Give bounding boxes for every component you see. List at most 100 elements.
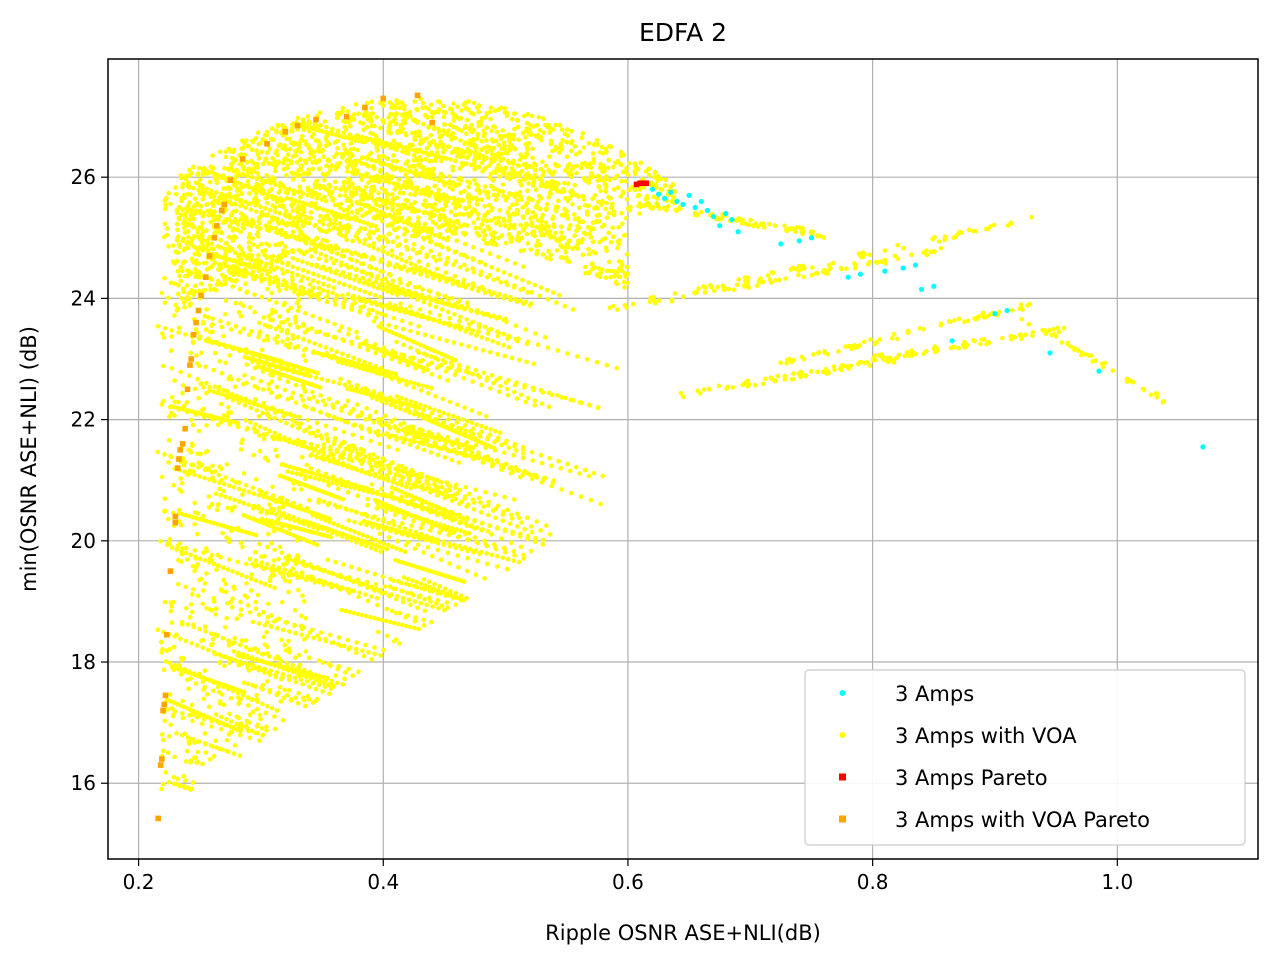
legend-label: 3 Amps [895, 682, 974, 706]
series-point-0 [680, 201, 686, 208]
series-point-3 [161, 701, 168, 708]
y-tick-label: 26 [71, 165, 96, 189]
legend-marker [839, 732, 846, 738]
chart-title: EDFA 2 [639, 18, 727, 47]
series-point-3 [176, 456, 182, 462]
y-tick-label: 18 [71, 650, 96, 674]
series-point-3 [160, 707, 166, 714]
series-point-0 [1096, 368, 1102, 374]
series-point-0 [918, 286, 925, 292]
series-point-3 [343, 113, 350, 120]
series-point-0 [992, 310, 998, 317]
legend-label: 3 Amps with VOA Pareto [895, 808, 1150, 832]
series-point-3 [214, 222, 220, 229]
series-point-0 [949, 338, 955, 344]
legend-marker [839, 690, 846, 696]
series-point-0 [729, 217, 735, 223]
y-tick-label: 22 [71, 408, 96, 432]
series-point-0 [698, 198, 704, 205]
y-tick-label: 20 [71, 529, 96, 553]
legend-marker [839, 773, 846, 781]
series-point-3 [239, 156, 246, 162]
series-point-3 [218, 207, 225, 214]
series-point-0 [808, 235, 815, 241]
series-point-3 [172, 519, 179, 526]
legend-label: 3 Amps with VOA [895, 724, 1077, 748]
series-point-3 [155, 815, 161, 822]
series-point-3 [159, 756, 165, 762]
axis-ticks: 0.2 0.4 0.6 0.8 1.0 16 18 20 22 24 26 [71, 165, 1134, 894]
voa-scatter-cloud-points [155, 96, 1167, 792]
series-point-0 [723, 210, 729, 217]
legend-label: 3 Amps Pareto [895, 766, 1048, 790]
x-axis-label: Ripple OSNR ASE+NLI(dB) [545, 921, 821, 945]
series-point-3 [206, 253, 213, 259]
series-point-0 [662, 195, 668, 201]
series-point-0 [717, 223, 723, 229]
series-point-0 [668, 189, 674, 195]
series-point-3 [162, 692, 169, 699]
series-point-3 [294, 122, 301, 129]
series-point-0 [686, 192, 692, 198]
series-point-3 [167, 568, 174, 574]
series-point-0 [912, 262, 919, 268]
x-tick-label: 0.2 [123, 870, 155, 894]
series-point-3 [221, 201, 228, 208]
series-point-0 [796, 238, 802, 244]
voa-scatter-cloud [155, 96, 1167, 792]
series-point-0 [692, 204, 698, 211]
series-point-3 [362, 104, 368, 111]
legend-marker [839, 815, 846, 823]
series-point-0 [1200, 444, 1206, 450]
series-point-0 [900, 265, 906, 271]
series-point-0 [931, 283, 937, 289]
plot-frame [107, 58, 1259, 860]
legend-box [804, 669, 1246, 846]
x-tick-label: 0.6 [612, 870, 644, 894]
series-point-3 [203, 274, 209, 280]
series-point-3 [187, 362, 193, 368]
series-point-3 [198, 292, 204, 299]
series-point-0 [735, 229, 741, 235]
y-tick-label: 16 [71, 771, 96, 795]
series-point-3 [282, 128, 289, 135]
x-tick-label: 1.0 [1101, 870, 1133, 894]
x-tick-label: 0.8 [857, 870, 889, 894]
series-point-0 [857, 271, 863, 277]
series-point-0 [710, 213, 717, 220]
series-point-0 [674, 198, 680, 205]
x-tick-label: 0.4 [367, 870, 399, 894]
series-point-3 [414, 92, 421, 99]
series-point-0 [1047, 350, 1053, 356]
y-tick-label: 24 [71, 286, 96, 310]
series-point-2 [633, 181, 640, 188]
series-point-2 [643, 180, 650, 187]
series-point-3 [179, 441, 186, 447]
series-point-0 [1004, 307, 1010, 314]
y-axis-label: min(OSNR ASE+NLI) (dB) [17, 326, 41, 592]
series-point-0 [655, 191, 662, 197]
series-point-0 [778, 241, 784, 247]
series-point-3 [380, 95, 387, 102]
series-point-3 [264, 141, 270, 147]
series-point-0 [649, 186, 656, 192]
series-point-3 [184, 386, 191, 393]
series-point-3 [313, 116, 319, 123]
series-point-2 [637, 180, 643, 187]
series-point-3 [211, 234, 218, 241]
series-point-0 [882, 268, 888, 274]
series-point-0 [845, 274, 851, 280]
series-point-3 [190, 331, 197, 338]
series-point-3 [195, 307, 202, 314]
series-point-3 [182, 425, 188, 432]
series-point-3 [193, 319, 199, 326]
series-point-3 [174, 465, 181, 471]
legend: 3 Amps 3 Amps with VOA 3 Amps Pareto 3 Amps… [804, 669, 1246, 846]
series-point-3 [177, 447, 183, 453]
scatter-points [155, 92, 1206, 822]
series-point-3 [157, 762, 164, 768]
series-point-3 [163, 631, 170, 638]
series-point-3 [188, 356, 194, 362]
series-point-0 [704, 207, 711, 214]
